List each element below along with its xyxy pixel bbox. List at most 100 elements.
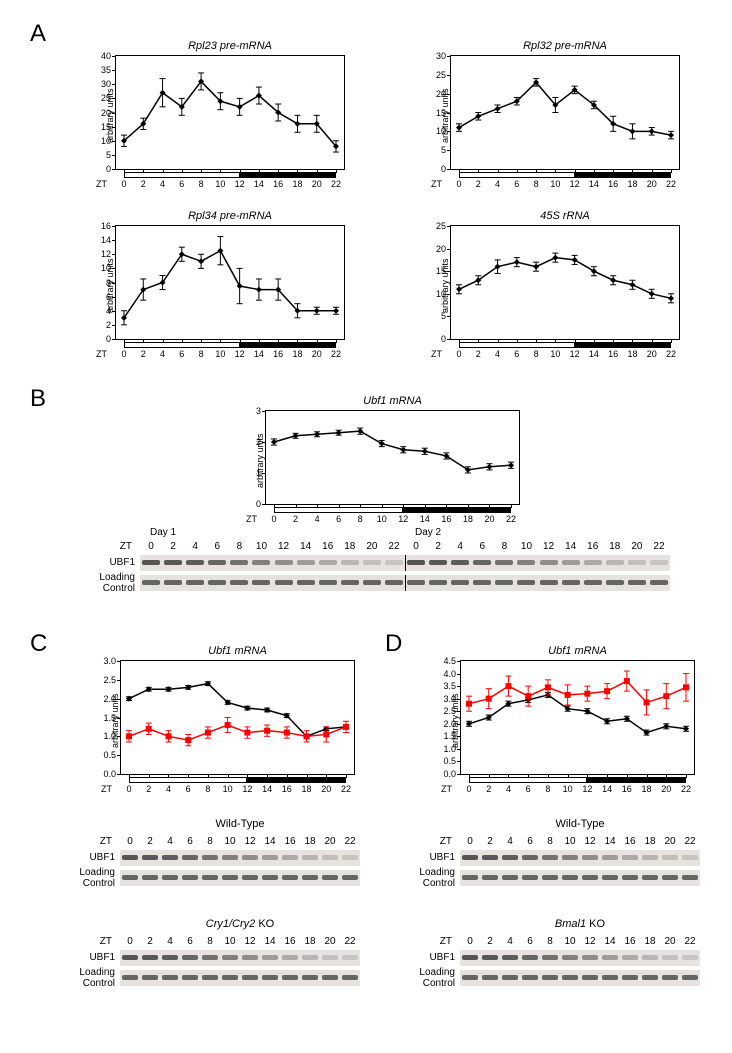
ytick: 5 [106,150,111,160]
lane-header: 2 [170,541,176,552]
xtick: 18 [463,514,473,524]
xtick: 16 [441,514,451,524]
blot-row-label: LoadingControl [79,867,115,889]
ytick: 3.0 [103,656,116,666]
band [562,580,580,585]
xtick: 12 [570,179,580,189]
ytick: 10 [101,263,111,273]
lane-header: 4 [167,936,173,947]
lane-header: 22 [344,836,355,847]
blot-zt-label: ZT [120,541,132,552]
lane-header: 10 [521,541,532,552]
lane-header: 8 [207,836,213,847]
band [282,975,298,980]
xtick: 14 [602,784,612,794]
band [584,560,602,565]
lane-header: 22 [344,936,355,947]
band [662,975,678,980]
band [562,975,578,980]
blot-d-wt: ZTWild-Type0246810121416182022UBF1Loadin… [460,850,700,890]
band [164,580,182,585]
band [322,975,338,980]
band [142,975,158,980]
band [650,580,668,585]
band [282,955,298,960]
genotype-label: Cry1/Cry2 KO [120,918,360,930]
xtick: 8 [358,514,363,524]
lane-header: 22 [684,936,695,947]
band [582,855,598,860]
band [642,875,658,880]
lane-header: 12 [244,836,255,847]
xtick: 10 [563,784,573,794]
band [230,580,248,585]
band [662,875,678,880]
xtick: 12 [570,349,580,359]
band [662,855,678,860]
ytick: 2 [106,320,111,330]
blot-row-label: LoadingControl [419,967,455,989]
xtick: 8 [545,784,550,794]
band [584,580,602,585]
xtick: 20 [661,784,671,794]
blot-zt-label: ZT [100,836,112,847]
band [208,580,226,585]
blot-c-ko: ZTCry1/Cry2 KO0246810121416182022UBF1Loa… [120,950,360,990]
ytick: 30 [436,51,446,61]
plot-svg [266,411,519,504]
ytick: 2.0 [443,719,456,729]
zt-label: ZT [431,179,442,189]
lane-header: 2 [147,936,153,947]
xtick: 2 [141,349,146,359]
band [642,975,658,980]
panel-d-label: D [385,630,402,658]
xtick: 20 [312,179,322,189]
band [582,875,598,880]
xtick: 8 [534,179,539,189]
band [182,875,198,880]
dark-phase-bar [247,777,346,783]
xtick: 10 [215,349,225,359]
band [262,875,278,880]
band [542,855,558,860]
xtick: 4 [160,349,165,359]
band [462,975,478,980]
blot-zt-label: ZT [440,836,452,847]
band [302,855,318,860]
ytick: 3.0 [443,694,456,704]
lane-header: 16 [587,541,598,552]
band [502,955,518,960]
lane-header: 0 [413,541,419,552]
band [462,955,478,960]
lane-header: 6 [527,936,533,947]
lane-header: 12 [543,541,554,552]
xtick: 14 [254,179,264,189]
lane-header: 18 [644,836,655,847]
band [302,875,318,880]
blot-row-label: UBF1 [429,852,455,863]
lane-header: 2 [147,836,153,847]
ytick: 20 [101,108,111,118]
ytick: 4.5 [443,656,456,666]
band [222,855,238,860]
band [164,560,182,565]
band [540,580,558,585]
ytick: 1.5 [103,713,116,723]
zt-label: ZT [246,514,257,524]
xtick: 10 [377,514,387,524]
xtick: 10 [215,179,225,189]
band [341,560,359,565]
ytick: 40 [101,51,111,61]
band [682,855,698,860]
band [342,855,358,860]
band [502,855,518,860]
lane-header: 16 [284,936,295,947]
plot-svg [451,56,679,169]
plot-svg [121,661,354,774]
band [342,975,358,980]
lane-header: 18 [304,936,315,947]
lane-header: 10 [564,936,575,947]
band [385,560,403,565]
ytick: 0.5 [103,750,116,760]
xtick: 2 [476,349,481,359]
